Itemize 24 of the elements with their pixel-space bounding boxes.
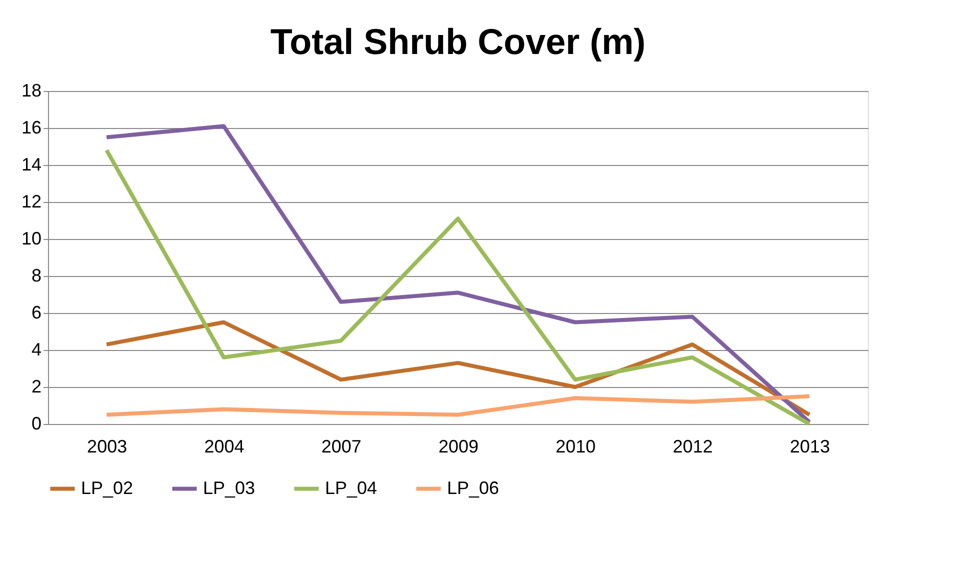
x-tick-label: 2009 <box>438 436 479 456</box>
x-tick-label: 2007 <box>321 436 362 456</box>
y-tick-label: 6 <box>31 302 42 322</box>
legend-label: LP_04 <box>325 478 378 498</box>
y-tick-label: 4 <box>31 340 42 360</box>
legend-label: LP_03 <box>203 478 256 498</box>
y-tick-label: 10 <box>21 228 42 248</box>
y-tick-label: 2 <box>31 376 42 396</box>
legend-label: LP_06 <box>447 478 500 498</box>
y-tick-label: 14 <box>21 154 42 174</box>
y-tick-label: 0 <box>31 414 42 434</box>
y-tick-label: 16 <box>21 118 42 138</box>
y-tick-label: 18 <box>21 80 42 100</box>
x-tick-label: 2010 <box>556 436 596 456</box>
x-tick-label: 2003 <box>87 436 128 456</box>
y-tick-label: 12 <box>21 192 42 212</box>
x-tick-label: 2004 <box>204 436 244 456</box>
y-tick-label: 8 <box>31 266 42 286</box>
line-series <box>104 394 812 417</box>
chart-title: Total Shrub Cover (m) <box>270 21 646 62</box>
line-series <box>104 320 812 417</box>
x-tick-label: 2013 <box>790 436 830 456</box>
legend-label: LP_02 <box>81 478 134 498</box>
x-tick-label: 2012 <box>672 436 713 456</box>
